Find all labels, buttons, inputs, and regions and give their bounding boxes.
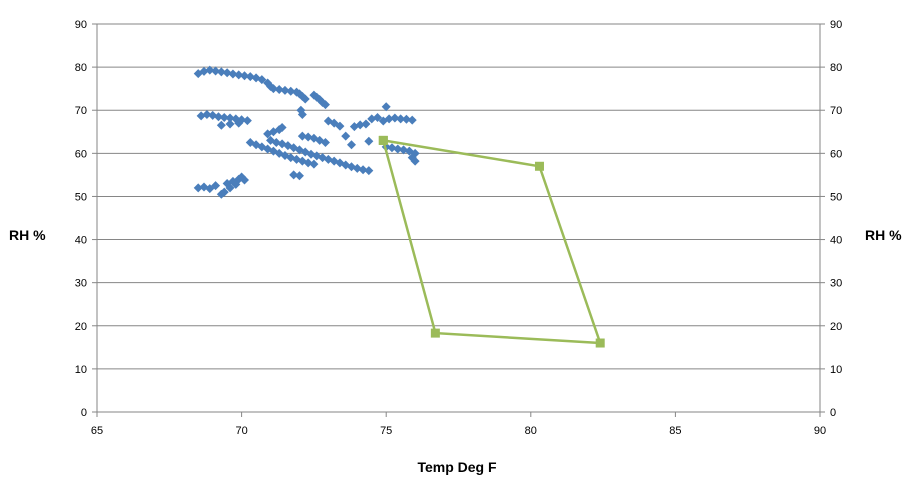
y-tick-label: 30 <box>75 278 87 290</box>
x-tick-label: 70 <box>235 425 247 437</box>
y2-tick-label: 0 <box>830 407 836 419</box>
data-point <box>393 144 403 154</box>
y2-tick-label: 20 <box>830 321 842 333</box>
y-tick-label: 40 <box>75 235 87 247</box>
y2-tick-label: 90 <box>830 19 842 31</box>
y2-tick-label: 70 <box>830 105 842 117</box>
data-point <box>205 65 215 75</box>
data-point <box>341 131 351 141</box>
data-point <box>355 120 365 130</box>
data-point <box>320 138 330 148</box>
data-point <box>211 66 221 76</box>
data-point <box>242 116 252 126</box>
data-point <box>219 187 229 197</box>
data-point <box>430 328 440 338</box>
x-tick-label: 65 <box>91 425 103 437</box>
data-point <box>286 86 296 96</box>
data-point <box>309 159 319 169</box>
data-point <box>274 85 284 95</box>
data-point <box>320 100 330 110</box>
y-tick-label: 60 <box>75 148 87 160</box>
y-tick-label: 0 <box>81 407 87 419</box>
y2-tick-label: 50 <box>830 191 842 203</box>
data-point <box>257 75 267 85</box>
axes <box>92 23 825 417</box>
data-point <box>410 156 420 166</box>
data-point <box>216 120 226 130</box>
data-point <box>297 110 307 120</box>
x-tick-label: 80 <box>525 425 537 437</box>
data-point <box>595 338 605 348</box>
data-point <box>297 131 307 141</box>
data-point <box>268 127 278 137</box>
data-point <box>234 118 244 128</box>
data-point <box>228 69 238 79</box>
y-tick-label: 70 <box>75 105 87 117</box>
data-point <box>280 85 290 95</box>
data-point <box>211 181 221 191</box>
y2-tick-label: 60 <box>830 148 842 160</box>
data-point <box>358 165 368 175</box>
data-point <box>225 119 235 129</box>
data-point <box>213 112 223 122</box>
data-point <box>381 102 391 112</box>
x-tick-label: 90 <box>814 425 826 437</box>
line-series <box>378 135 605 348</box>
y2-tick-labels: 0 10 20 30 40 50 60 70 80 90 <box>830 19 842 419</box>
data-point <box>407 115 417 125</box>
data-point <box>202 110 212 120</box>
y-tick-label: 10 <box>75 364 87 376</box>
data-point <box>294 171 304 181</box>
y-tick-label: 90 <box>75 19 87 31</box>
data-point <box>361 119 371 129</box>
data-point <box>396 114 406 124</box>
data-point <box>277 122 287 132</box>
data-point <box>300 94 310 104</box>
data-point <box>378 135 388 145</box>
data-point <box>401 114 411 124</box>
data-point <box>239 175 249 185</box>
scatter-series <box>193 65 420 199</box>
data-point <box>225 113 235 123</box>
data-point <box>225 183 235 193</box>
x-tick-label: 75 <box>380 425 392 437</box>
y2-tick-label: 40 <box>830 235 842 247</box>
data-series <box>193 65 605 348</box>
x-axis-title: Temp Deg F <box>417 459 497 475</box>
y2-axis-title: RH % <box>865 227 902 243</box>
data-point <box>231 179 241 189</box>
y-tick-label: 80 <box>75 62 87 74</box>
y-tick-labels: 0 10 20 30 40 50 60 70 80 90 <box>75 19 87 419</box>
x-tick-labels: 65 70 75 80 85 90 <box>91 425 826 437</box>
data-point <box>534 161 544 171</box>
y-axis-title: RH % <box>9 227 46 243</box>
data-point <box>234 70 244 80</box>
data-point <box>239 71 249 81</box>
y-tick-label: 50 <box>75 191 87 203</box>
x-tick-label: 85 <box>669 425 681 437</box>
data-point <box>216 67 226 77</box>
y2-tick-label: 10 <box>830 364 842 376</box>
data-point <box>193 183 203 193</box>
y2-tick-label: 80 <box>830 62 842 74</box>
data-point <box>384 114 394 124</box>
data-point <box>335 121 345 131</box>
data-point <box>364 136 374 146</box>
data-point <box>373 113 383 123</box>
data-point <box>346 140 356 150</box>
data-point <box>268 84 278 94</box>
data-point <box>219 113 229 123</box>
y-tick-label: 20 <box>75 321 87 333</box>
data-point <box>289 170 299 180</box>
data-point <box>390 113 400 123</box>
y2-tick-label: 30 <box>830 278 842 290</box>
data-point <box>364 166 374 176</box>
